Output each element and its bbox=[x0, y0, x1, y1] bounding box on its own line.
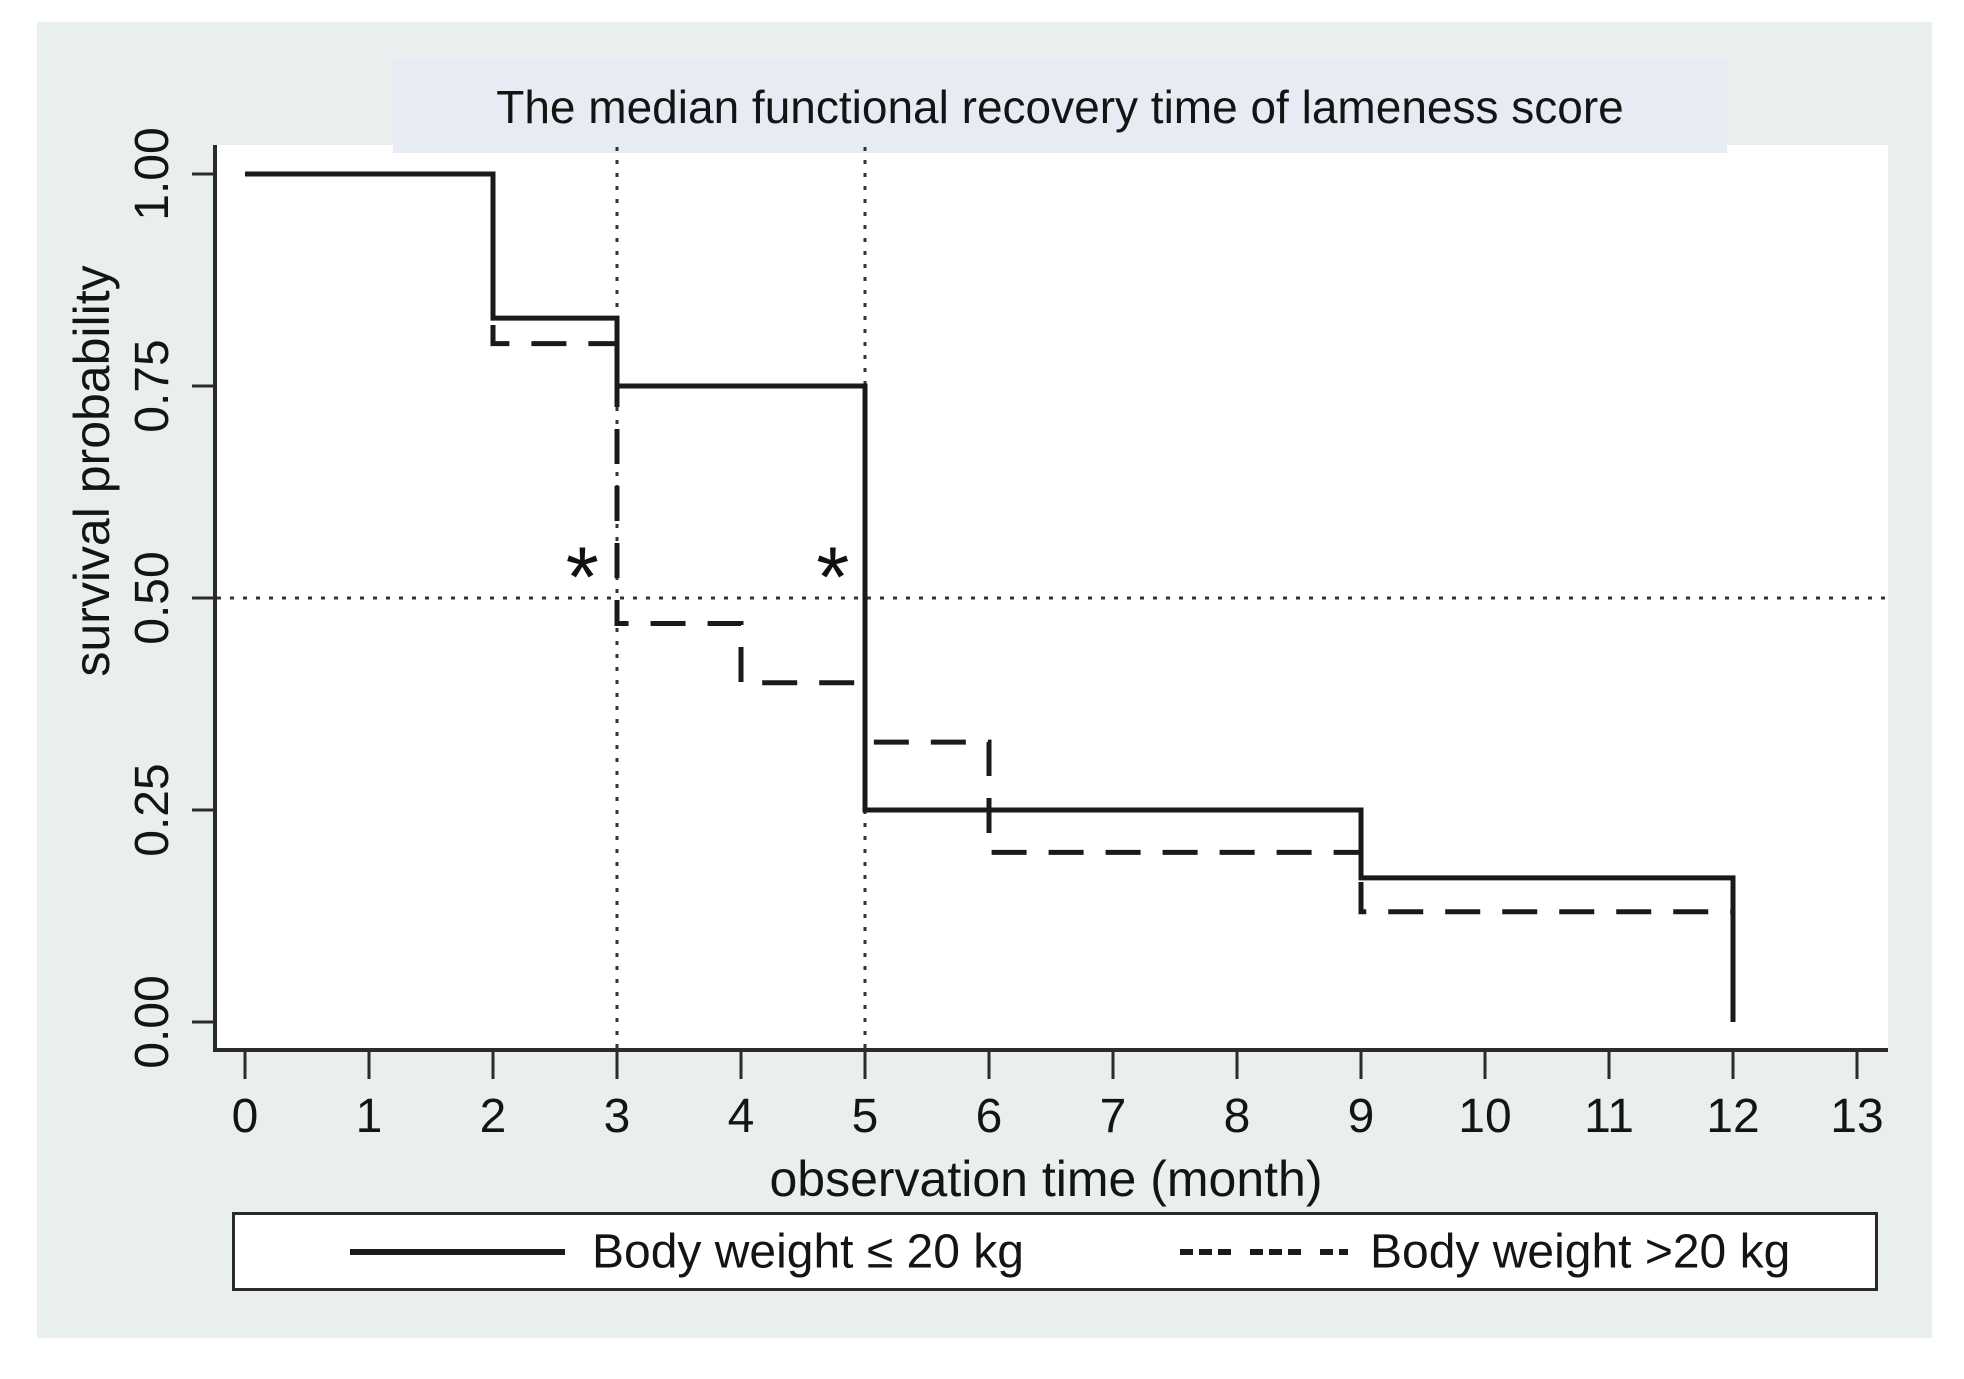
solid-series-path bbox=[245, 171, 1736, 1022]
x-axis-title: observation time (month) bbox=[769, 1151, 1323, 1207]
x-tick-label: 2 bbox=[479, 1089, 507, 1143]
axis-lines bbox=[213, 145, 1888, 1052]
x-tick-label: 4 bbox=[727, 1089, 755, 1143]
dashed-series-path bbox=[245, 171, 1733, 915]
x-tick-label: 7 bbox=[1099, 1089, 1127, 1143]
x-tick-label: 1 bbox=[355, 1089, 383, 1143]
legend-label-solid: Body weight ≤ 20 kg bbox=[592, 1225, 1024, 1278]
x-tick-label: 11 bbox=[1584, 1089, 1634, 1143]
x-tick-label: 12 bbox=[1706, 1089, 1760, 1143]
x-tick-label: 13 bbox=[1830, 1089, 1884, 1143]
x-tick-label: 9 bbox=[1347, 1089, 1375, 1143]
chart-title: The median functional recovery time of l… bbox=[496, 80, 1624, 133]
significance-asterisk: * bbox=[566, 530, 599, 625]
x-tick-label: 10 bbox=[1458, 1089, 1512, 1143]
x-tick-label: 5 bbox=[851, 1089, 879, 1143]
y-tick-label: 0.00 bbox=[125, 975, 179, 1069]
legend-label-dashed: Body weight >20 kg bbox=[1370, 1225, 1791, 1278]
legend: Body weight ≤ 20 kg Body weight >20 kg bbox=[232, 1212, 1878, 1291]
x-tick-label: 8 bbox=[1223, 1089, 1251, 1143]
x-tick-label: 3 bbox=[603, 1089, 631, 1143]
dashed-line-swatch bbox=[1180, 1248, 1348, 1255]
x-tick-label: 6 bbox=[975, 1089, 1003, 1143]
y-axis-title: survival probability bbox=[64, 265, 120, 677]
significance-asterisk: * bbox=[816, 530, 849, 625]
solid-line-swatch bbox=[350, 1248, 565, 1255]
title-band: The median functional recovery time of l… bbox=[393, 60, 1727, 153]
x-tick-label: 0 bbox=[231, 1089, 259, 1143]
